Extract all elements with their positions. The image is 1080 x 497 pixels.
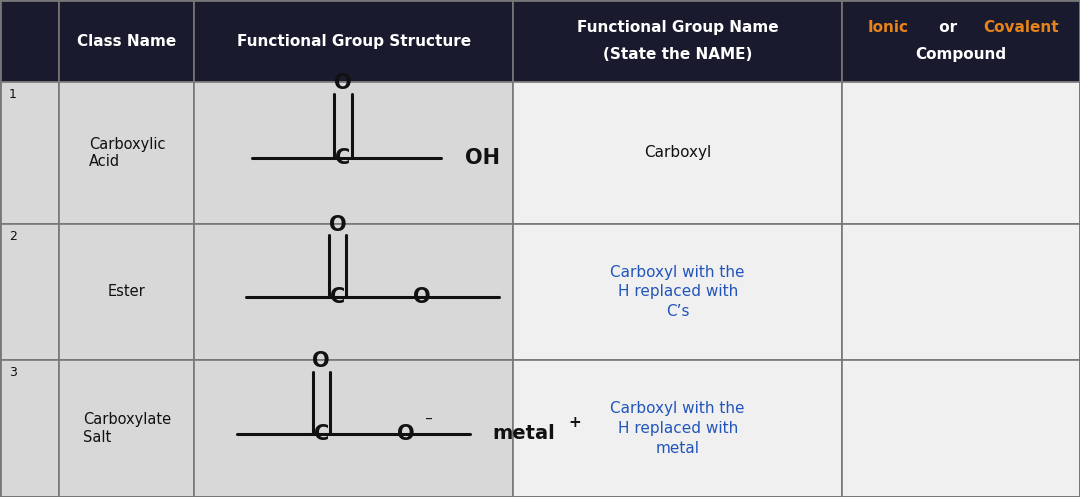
- Bar: [0, 360, 59, 497]
- Text: Ionic: Ionic: [867, 19, 908, 35]
- Bar: [842, 224, 1080, 360]
- Text: 3: 3: [9, 366, 16, 379]
- Text: +: +: [568, 415, 581, 430]
- Text: 2: 2: [9, 230, 16, 243]
- Text: Functional Group Name: Functional Group Name: [577, 19, 779, 35]
- Bar: [842, 360, 1080, 497]
- Text: Covalent: Covalent: [983, 19, 1058, 35]
- Bar: [194, 0, 513, 82]
- Bar: [842, 82, 1080, 224]
- Text: O: O: [328, 215, 347, 235]
- Text: OH: OH: [464, 148, 500, 168]
- Text: O: O: [413, 287, 431, 307]
- Bar: [0, 0, 59, 82]
- Text: C: C: [329, 287, 346, 307]
- Bar: [194, 224, 513, 360]
- Bar: [194, 360, 513, 497]
- Text: Carboxyl: Carboxyl: [644, 145, 712, 161]
- Bar: [59, 224, 194, 360]
- Text: C: C: [335, 148, 351, 168]
- Bar: [513, 360, 842, 497]
- Bar: [842, 0, 1080, 82]
- Text: Carboxyl with the
H replaced with
metal: Carboxyl with the H replaced with metal: [610, 402, 745, 456]
- Bar: [59, 82, 194, 224]
- Text: Carboxyl with the
H replaced with
C’s: Carboxyl with the H replaced with C’s: [610, 265, 745, 319]
- Text: Carboxylate
Salt: Carboxylate Salt: [83, 413, 171, 445]
- Text: O: O: [396, 423, 415, 444]
- Bar: [513, 0, 842, 82]
- Text: O: O: [312, 351, 330, 371]
- Text: ⁻: ⁻: [426, 415, 433, 430]
- Text: Compound: Compound: [916, 47, 1007, 63]
- Text: O: O: [334, 74, 352, 93]
- Text: Ester: Ester: [108, 284, 146, 300]
- Bar: [0, 224, 59, 360]
- Bar: [0, 82, 59, 224]
- Bar: [59, 360, 194, 497]
- Text: 1: 1: [9, 88, 16, 101]
- Bar: [59, 0, 194, 82]
- Text: metal: metal: [492, 424, 555, 443]
- Text: Carboxylic
Acid: Carboxylic Acid: [89, 137, 165, 169]
- Text: (State the NAME): (State the NAME): [603, 47, 753, 63]
- Text: C: C: [313, 423, 329, 444]
- Bar: [194, 82, 513, 224]
- Text: or: or: [934, 19, 962, 35]
- Text: Functional Group Structure: Functional Group Structure: [237, 33, 471, 49]
- Bar: [513, 224, 842, 360]
- Text: Class Name: Class Name: [78, 33, 176, 49]
- Bar: [513, 82, 842, 224]
